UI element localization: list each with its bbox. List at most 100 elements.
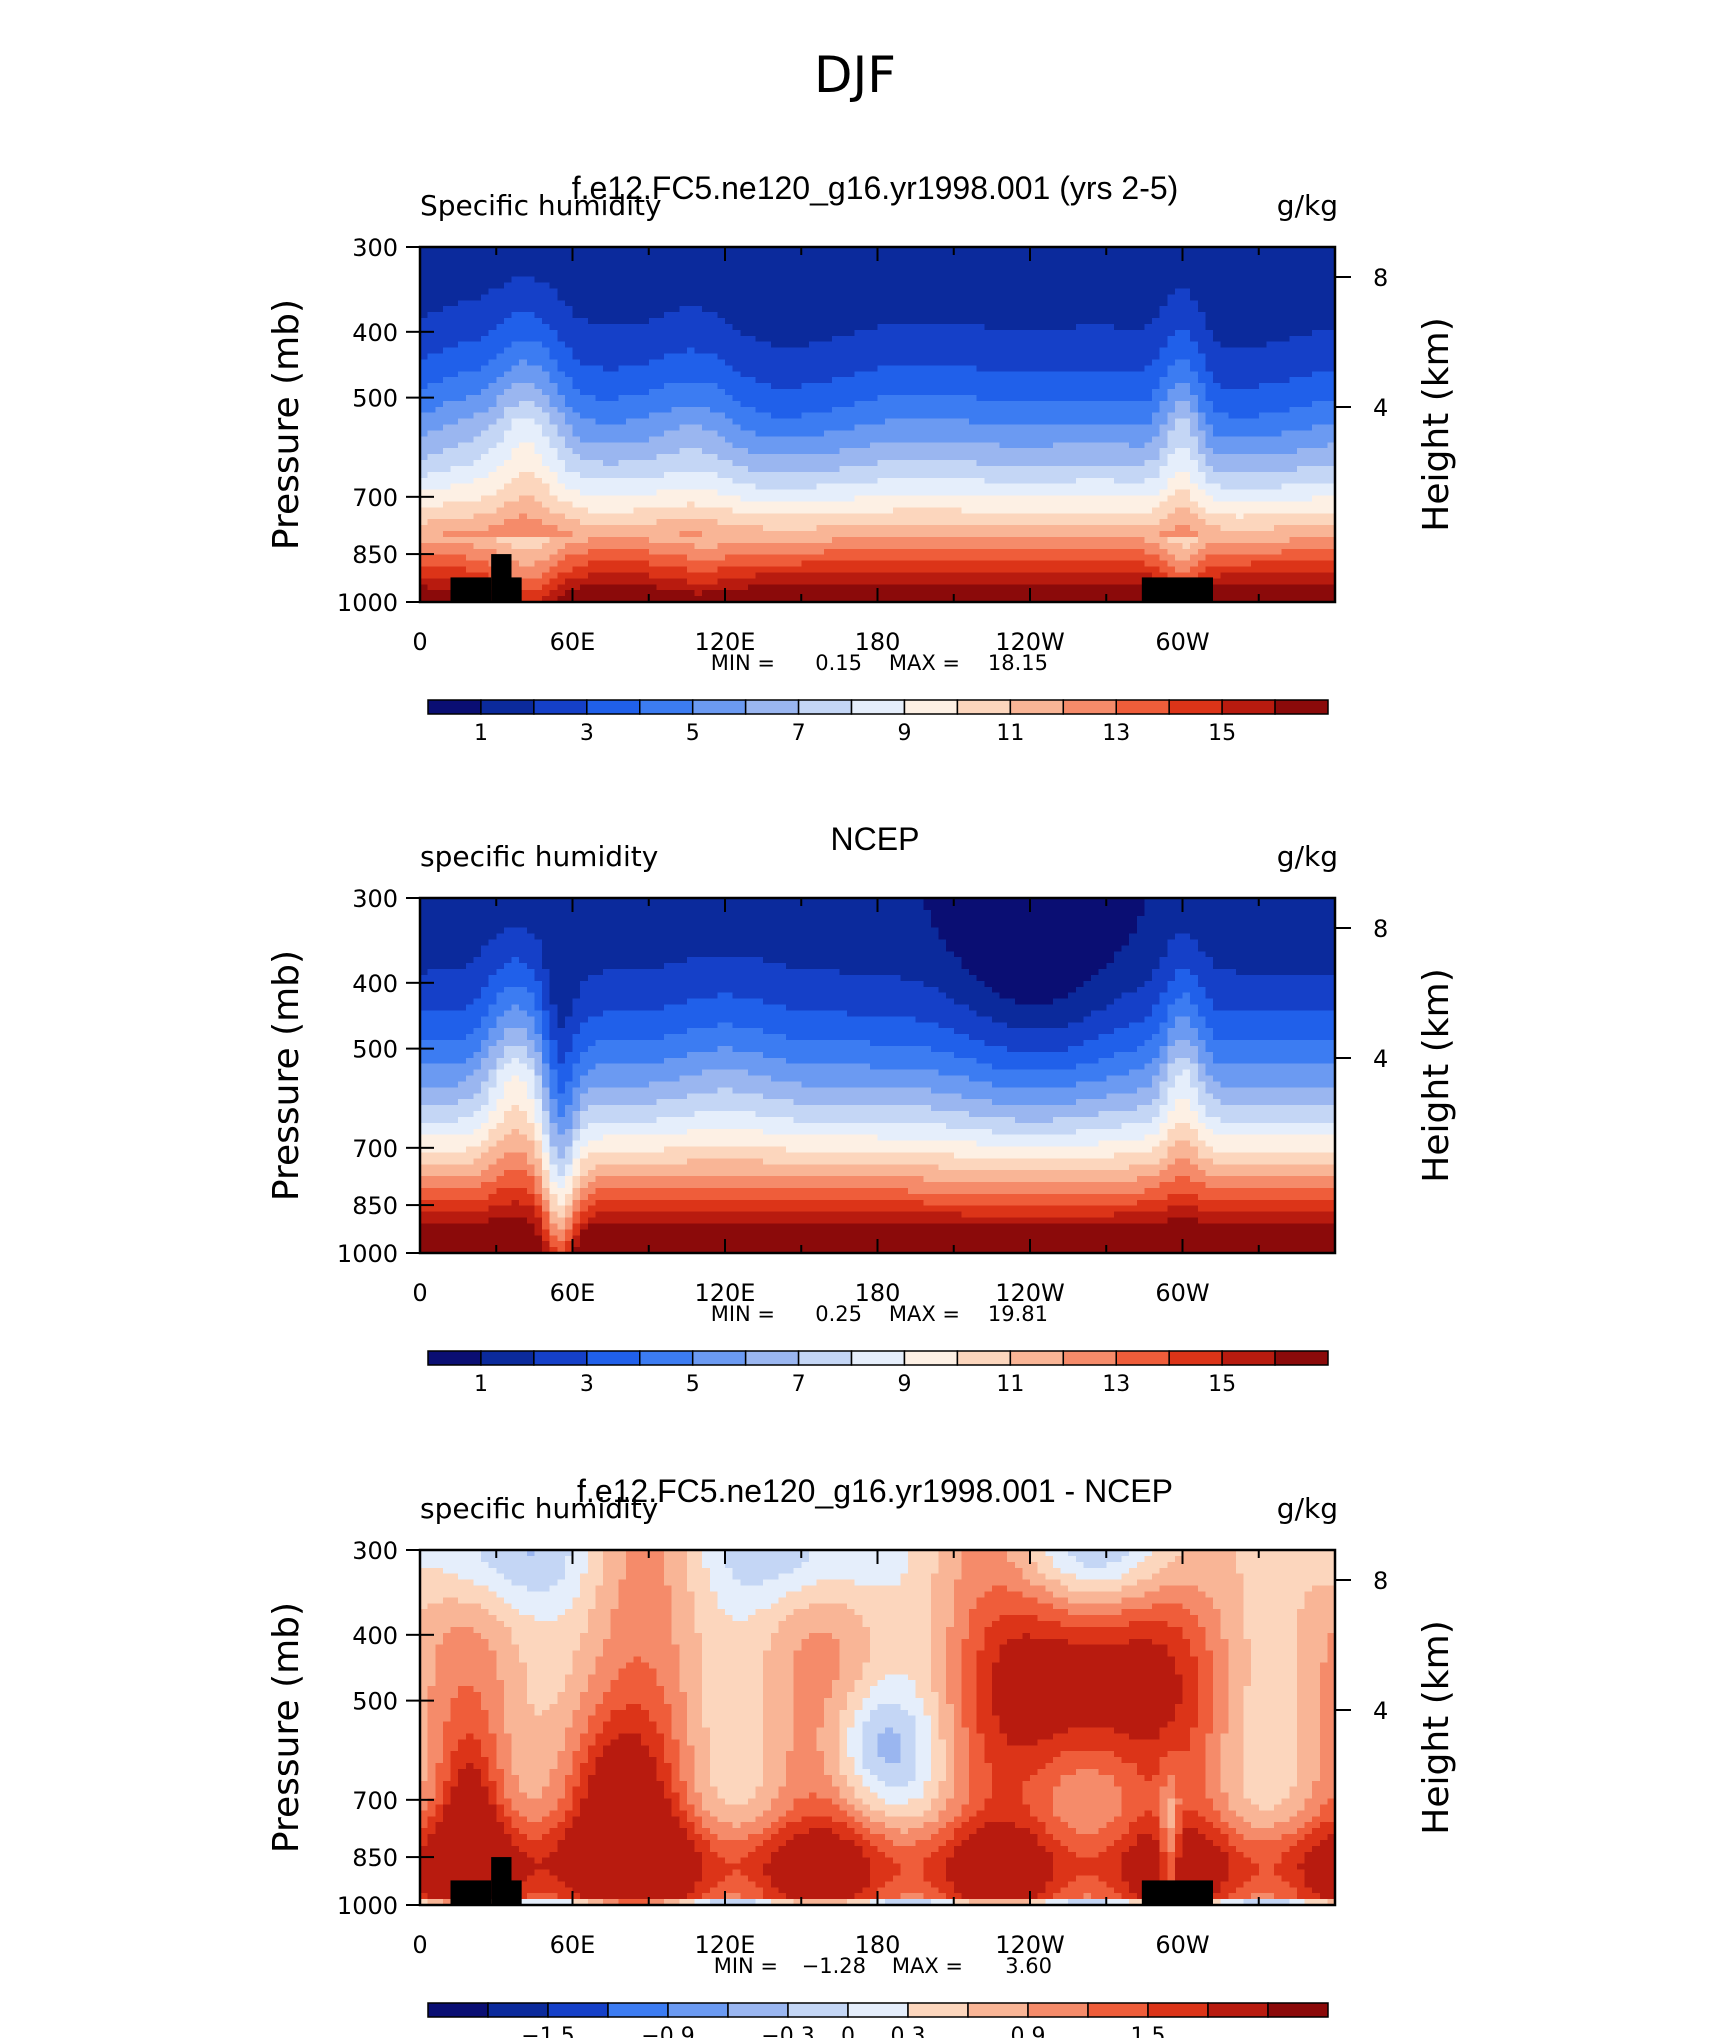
heatmap-cell xyxy=(938,353,947,361)
heatmap-cell xyxy=(1274,282,1283,290)
heatmap-cell xyxy=(1296,442,1306,449)
heatmap-cell xyxy=(503,318,513,325)
heatmap-cell xyxy=(808,282,818,290)
heatmap-cell xyxy=(1312,465,1321,473)
heatmap-cell xyxy=(488,365,497,372)
heatmap-cell xyxy=(1121,247,1130,254)
heatmap-cell xyxy=(953,258,962,266)
heatmap-cell xyxy=(496,394,505,402)
heatmap-cell xyxy=(1174,353,1184,361)
heatmap-cell xyxy=(747,400,757,408)
heatmap-cell xyxy=(1052,353,1062,361)
heatmap-cell xyxy=(679,329,688,337)
heatmap-cell xyxy=(1296,465,1306,473)
heatmap-cell xyxy=(450,288,459,295)
heatmap-cell xyxy=(1274,258,1283,266)
heatmap-cell xyxy=(671,424,680,432)
heatmap-cell xyxy=(595,359,604,366)
heatmap-cell xyxy=(534,341,543,349)
heatmap-cell xyxy=(831,288,840,295)
heatmap-cell xyxy=(1060,300,1069,307)
heatmap-cell xyxy=(473,306,482,313)
heatmap-cell xyxy=(1152,436,1161,443)
heatmap-cell xyxy=(1327,383,1336,390)
heatmap-cell xyxy=(877,471,886,479)
heatmap-cell xyxy=(801,471,810,479)
heatmap-cell xyxy=(580,247,589,254)
heatmap-cell xyxy=(435,359,444,366)
heatmap-cell xyxy=(542,489,551,497)
heatmap-cell xyxy=(1045,442,1054,449)
heatmap-cell xyxy=(1152,477,1161,485)
heatmap-cell xyxy=(824,418,833,426)
heatmap-cell xyxy=(999,252,1008,260)
heatmap-cell xyxy=(1319,418,1328,426)
heatmap-cell xyxy=(976,329,985,337)
heatmap-cell xyxy=(709,353,718,361)
heatmap-cell xyxy=(542,329,551,337)
heatmap-cell xyxy=(763,436,772,443)
heatmap-cell xyxy=(564,430,574,437)
heatmap-cell xyxy=(542,288,551,295)
heatmap-cell xyxy=(679,359,688,366)
heatmap-cell xyxy=(427,359,436,366)
heatmap-cell xyxy=(1296,353,1306,361)
heatmap-cell xyxy=(717,329,726,337)
heatmap-cell xyxy=(1281,418,1290,426)
heatmap-cell xyxy=(1091,329,1100,337)
heatmap-cell xyxy=(1312,383,1321,390)
heatmap-cell xyxy=(763,282,772,290)
heatmap-cell xyxy=(625,418,635,426)
heatmap-cell xyxy=(587,276,596,284)
heatmap-cell xyxy=(664,318,673,325)
heatmap-cell xyxy=(763,258,772,266)
heatmap-cell xyxy=(488,300,497,307)
heatmap-cell xyxy=(1060,460,1069,467)
heatmap-cell xyxy=(549,294,558,301)
heatmap-cell xyxy=(1106,347,1115,355)
heatmap-cell xyxy=(458,306,467,313)
heatmap-cell xyxy=(1129,270,1138,278)
heatmap-cell xyxy=(938,400,947,408)
heatmap-cell xyxy=(1266,436,1275,443)
heatmap-cell xyxy=(648,448,657,455)
heatmap-cell xyxy=(808,424,818,432)
heatmap-cell xyxy=(694,436,703,443)
heatmap-cell xyxy=(1266,288,1275,295)
heatmap-cell xyxy=(938,341,947,349)
heatmap-cell xyxy=(969,454,978,461)
heatmap-cell xyxy=(1174,383,1184,390)
heatmap-cell xyxy=(542,477,551,485)
heatmap-cell xyxy=(694,341,703,349)
heatmap-cell xyxy=(770,365,779,372)
heatmap-cell xyxy=(961,294,970,301)
heatmap-cell xyxy=(1098,252,1107,260)
heatmap-cell xyxy=(793,323,802,331)
heatmap-cell xyxy=(572,365,581,372)
heatmap-cell xyxy=(618,312,627,319)
heatmap-cell xyxy=(1304,300,1313,307)
heatmap-cell xyxy=(732,430,741,437)
heatmap-cell xyxy=(1274,288,1283,295)
heatmap-cell xyxy=(1327,264,1336,272)
heatmap-cell xyxy=(793,465,802,473)
heatmap-cell xyxy=(442,424,452,432)
heatmap-cell xyxy=(816,258,825,266)
heatmap-cell xyxy=(801,347,810,355)
heatmap-cell xyxy=(709,489,718,497)
heatmap-cell xyxy=(1251,359,1260,366)
heatmap-cell xyxy=(633,323,642,331)
heatmap-cell xyxy=(923,377,932,384)
heatmap-cell xyxy=(519,341,528,349)
heatmap-cell xyxy=(1281,353,1290,361)
heatmap-cell xyxy=(648,252,657,260)
heatmap-cell xyxy=(1129,471,1138,479)
heatmap-cell xyxy=(1182,323,1191,331)
heatmap-cell xyxy=(481,436,490,443)
heatmap-cell xyxy=(1098,282,1107,290)
heatmap-cell xyxy=(732,294,741,301)
heatmap-cell xyxy=(862,394,871,402)
heatmap-cell xyxy=(763,460,772,467)
heatmap-cell xyxy=(1266,264,1275,272)
heatmap-cell xyxy=(1167,430,1176,437)
